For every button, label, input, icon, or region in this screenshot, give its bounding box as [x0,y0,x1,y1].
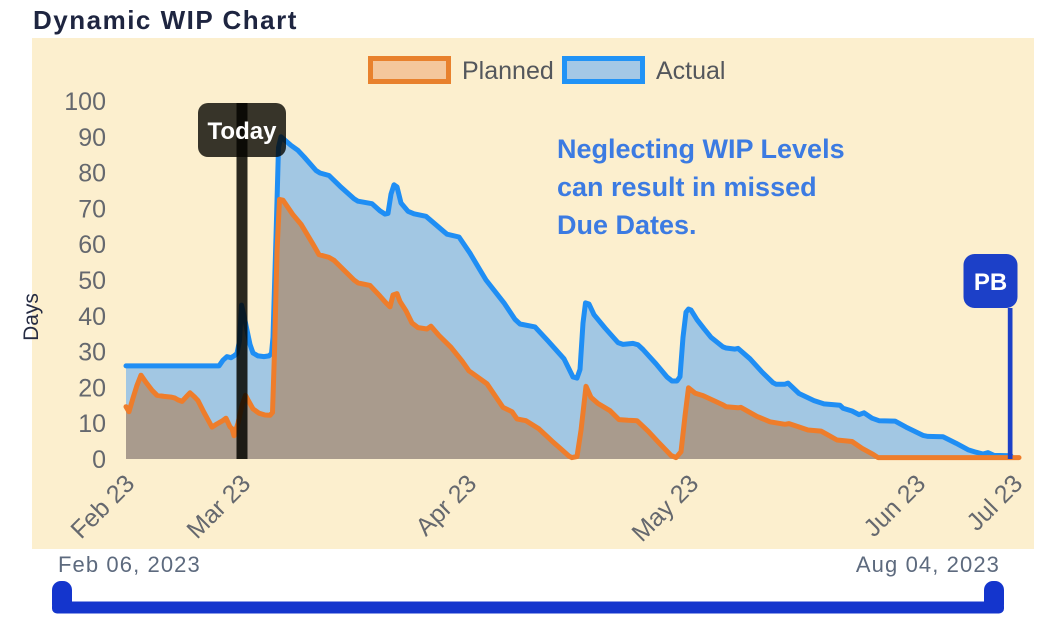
svg-text:70: 70 [78,195,106,223]
svg-text:Planned: Planned [462,57,554,85]
svg-text:Dynamic WIP Chart: Dynamic WIP Chart [33,5,298,35]
svg-text:60: 60 [78,231,106,259]
svg-text:30: 30 [78,339,106,367]
svg-text:90: 90 [78,124,106,152]
svg-text:80: 80 [78,160,106,188]
svg-text:Today: Today [208,118,278,145]
svg-text:50: 50 [78,267,106,295]
svg-text:Aug 04, 2023: Aug 04, 2023 [856,552,1000,577]
svg-text:Due Dates.: Due Dates. [557,210,697,240]
svg-text:Neglecting WIP Levels: Neglecting WIP Levels [557,134,845,164]
svg-text:100: 100 [64,88,106,116]
svg-text:40: 40 [78,303,106,331]
svg-text:Actual: Actual [656,57,725,85]
svg-text:20: 20 [78,374,106,402]
svg-text:10: 10 [78,410,106,438]
svg-text:Feb 06, 2023: Feb 06, 2023 [58,552,201,577]
svg-text:0: 0 [92,446,106,474]
svg-text:PB: PB [974,269,1007,296]
svg-text:can result in missed: can result in missed [557,172,817,202]
svg-text:Days: Days [20,293,43,341]
